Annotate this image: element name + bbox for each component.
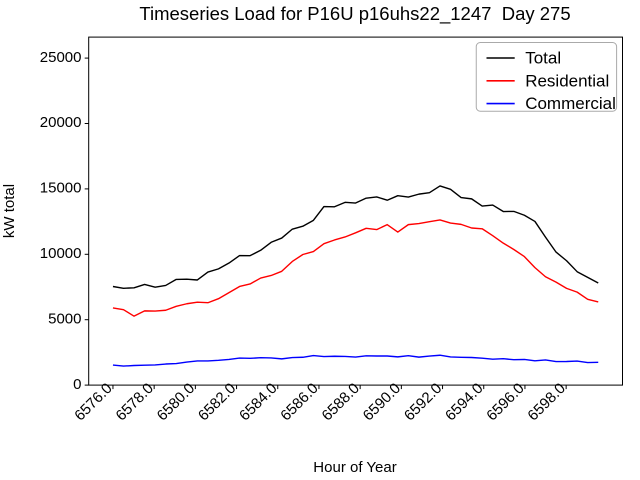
svg-text:6594.0: 6594.0 xyxy=(442,380,486,424)
svg-text:Commercial: Commercial xyxy=(525,94,616,113)
svg-text:6586.0: 6586.0 xyxy=(277,380,321,424)
svg-text:6578.0: 6578.0 xyxy=(113,380,157,424)
svg-text:15000: 15000 xyxy=(40,180,82,197)
svg-text:6598.0: 6598.0 xyxy=(524,380,568,424)
svg-text:6580.0: 6580.0 xyxy=(154,380,198,424)
svg-text:6592.0: 6592.0 xyxy=(401,380,445,424)
svg-text:Timeseries Load for P16U p16uh: Timeseries Load for P16U p16uhs22_1247 D… xyxy=(139,3,570,25)
svg-text:6584.0: 6584.0 xyxy=(236,380,280,424)
svg-text:Total: Total xyxy=(525,49,561,68)
svg-text:Hour of Year: Hour of Year xyxy=(313,459,396,476)
svg-text:25000: 25000 xyxy=(40,49,82,66)
svg-text:6582.0: 6582.0 xyxy=(195,380,239,424)
svg-text:kW total: kW total xyxy=(1,184,18,238)
svg-text:5000: 5000 xyxy=(48,310,81,327)
svg-text:0: 0 xyxy=(73,376,81,393)
svg-text:6588.0: 6588.0 xyxy=(319,380,363,424)
svg-text:6596.0: 6596.0 xyxy=(483,380,527,424)
svg-text:6590.0: 6590.0 xyxy=(360,380,404,424)
svg-text:20000: 20000 xyxy=(40,114,82,131)
svg-text:Residential: Residential xyxy=(525,71,609,90)
svg-text:10000: 10000 xyxy=(40,245,82,262)
